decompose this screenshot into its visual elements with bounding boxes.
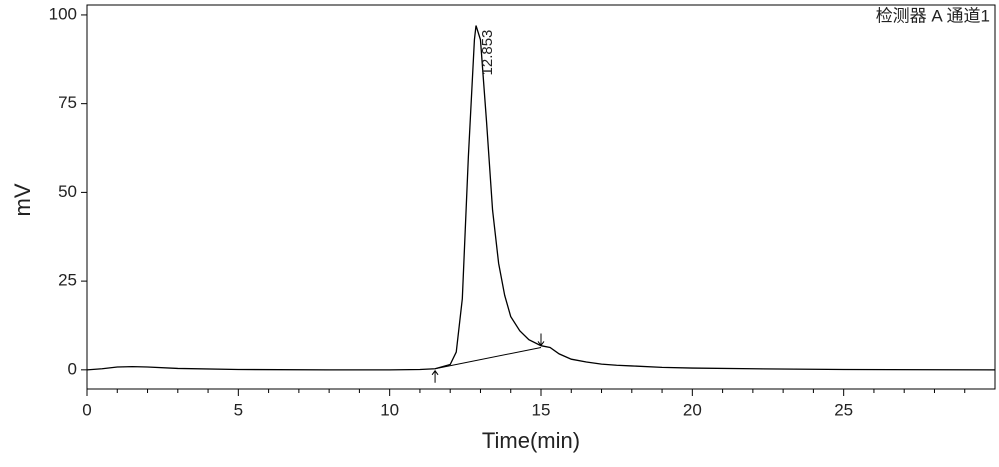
x-axis-title: Time(min) [482, 428, 580, 453]
y-tick-label: 75 [58, 93, 77, 112]
y-axis-title: mV [10, 183, 35, 216]
baseline-start-arrow [431, 369, 439, 383]
x-tick-label: 5 [234, 400, 243, 419]
chromatogram-trace [86, 25, 996, 371]
x-tick-label: 20 [683, 400, 702, 419]
peak-label: 12.853 [479, 30, 496, 76]
y-tick-label: 100 [49, 4, 77, 23]
integration-baseline [434, 346, 542, 370]
plot-frame [86, 4, 996, 390]
x-tick-label: 0 [82, 400, 91, 419]
y-tick-label: 0 [68, 359, 77, 378]
baseline-end-arrow [537, 333, 545, 347]
x-tick-label: 25 [834, 400, 853, 419]
y-tick-label: 25 [58, 271, 77, 290]
x-tick-label: 10 [380, 400, 399, 419]
x-tick-label: 15 [532, 400, 551, 419]
y-tick-label: 50 [58, 182, 77, 201]
detector-label: 检测器 A 通道1 [876, 6, 990, 25]
